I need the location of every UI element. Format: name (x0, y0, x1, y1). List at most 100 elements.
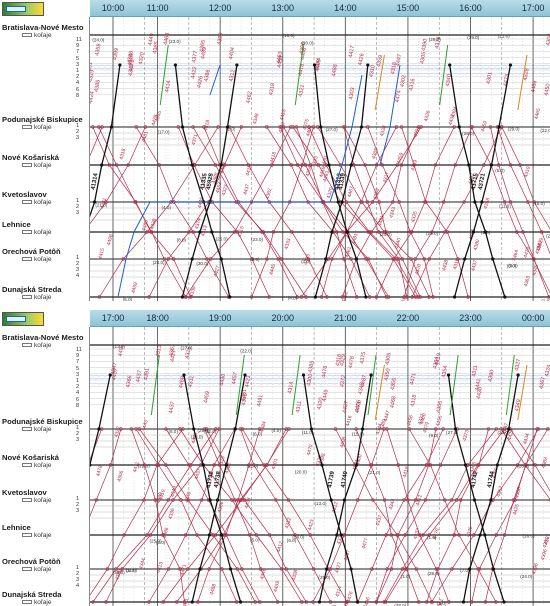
stop-marker (267, 295, 271, 299)
train-number: 4411 (245, 164, 254, 176)
stop-marker (200, 498, 204, 502)
time-label: 20:00 (271, 313, 295, 323)
stop-marker (548, 498, 550, 502)
stop-marker (317, 600, 322, 604)
stop-marker (382, 600, 386, 604)
stop-marker (212, 463, 216, 467)
stop-marker (446, 373, 451, 377)
stop-marker (457, 125, 461, 129)
stop-marker (342, 125, 346, 129)
stop-marker (410, 295, 414, 299)
track-number: 2 (76, 74, 80, 81)
stop-marker (108, 463, 113, 467)
time-annotation: (30.0) (113, 570, 125, 575)
stop-marker (213, 163, 218, 167)
tracks-text: koľaje (34, 566, 52, 573)
tracks-label: koľaje (22, 162, 51, 169)
train-number: 4418 (269, 151, 278, 164)
station-name: Orechová Potôň (2, 247, 61, 256)
track-number: 6 (76, 86, 80, 93)
time-annotation: (13.0) (113, 344, 125, 349)
green-train-line (235, 354, 245, 416)
train-number: 4355 (154, 110, 163, 123)
stop-marker (284, 427, 288, 431)
stop-marker (364, 257, 368, 261)
stop-marker (183, 295, 188, 299)
train-number: 4456 (406, 414, 415, 427)
stop-marker (134, 200, 138, 204)
train-number: 4386 (114, 568, 123, 581)
time-label: 18:00 (146, 313, 169, 323)
stop-marker (184, 533, 188, 537)
train-number: 4311 (413, 126, 422, 138)
train-number: 4318 (410, 394, 418, 407)
train-number: 4345 (531, 264, 540, 277)
stop-marker (472, 533, 476, 537)
stop-marker (404, 567, 408, 571)
stop-marker (433, 163, 438, 167)
train-number: 4471 (355, 401, 363, 414)
stop-marker (532, 200, 536, 204)
blue-train-line (117, 74, 363, 298)
stop-marker (483, 533, 487, 537)
stop-marker (260, 230, 264, 234)
stop-marker (220, 533, 224, 537)
green-train-line (449, 354, 459, 416)
train-number: 4338 (291, 569, 300, 582)
station-name: Kvetoslavov (2, 488, 47, 497)
train-number: 4371 (191, 133, 200, 146)
freight-train-line (501, 126, 550, 230)
stop-marker (452, 295, 457, 299)
train-number: 4316 (185, 346, 193, 359)
stop-marker (403, 533, 407, 537)
freight-train-line (426, 428, 489, 603)
train-number: 4384 (259, 421, 268, 434)
stop-marker (312, 63, 317, 67)
train-number: 4324 (534, 242, 543, 255)
train-number: 4435 (197, 196, 206, 209)
time-annotation: (17.0) (157, 130, 169, 135)
stop-marker (508, 163, 513, 167)
train-graph-bottom[interactable]: 4316 4406 4468 4385 4441 4318 4300 4471 4314 4311… (90, 327, 550, 606)
train-number: 4400 (419, 413, 428, 426)
stop-marker (413, 257, 417, 261)
stop-marker (430, 230, 434, 234)
train-number: 4465 (533, 107, 542, 120)
train-number: 4415 (98, 247, 107, 260)
stop-marker (311, 567, 316, 571)
track-number: 2 (76, 384, 80, 391)
stop-marker (494, 600, 498, 604)
time-annotation: (23.0) (169, 39, 181, 44)
stop-marker (301, 373, 306, 377)
stop-marker (502, 200, 507, 204)
track-number: 3 (76, 437, 80, 443)
stop-marker (238, 600, 243, 604)
track-number: 2 (76, 261, 80, 267)
train-number: 4318 (268, 83, 276, 96)
track-number: 5 (76, 55, 80, 62)
stop-marker (208, 257, 213, 261)
tracks-label: koľaje (22, 532, 51, 539)
stop-marker (100, 163, 104, 167)
train-number: 4389 (379, 418, 388, 431)
freight-train-line (185, 126, 292, 298)
train-number: 4352 (496, 485, 505, 498)
stop-marker (515, 463, 520, 467)
stop-marker (240, 567, 244, 571)
stop-marker (466, 295, 470, 299)
train-number: 4461 (344, 246, 353, 259)
train-number: 4399 (112, 48, 120, 61)
stop-marker (386, 295, 391, 299)
stop-marker (300, 600, 304, 604)
occupancy-waves (90, 64, 550, 75)
train-number: 4459 (396, 152, 405, 165)
train-graph-top[interactable]: 4462 4310 4396 4404 4417 4318 4391 4319 4386 4474… (90, 17, 550, 301)
train-number: 4315 (237, 225, 246, 238)
time-annotation: (22.0) (540, 128, 550, 133)
stop-marker (418, 295, 422, 299)
stop-marker (359, 125, 364, 129)
stop-marker (178, 567, 182, 571)
stop-marker (524, 463, 528, 467)
stop-marker (494, 427, 499, 431)
train-number: 4490 (191, 432, 200, 445)
